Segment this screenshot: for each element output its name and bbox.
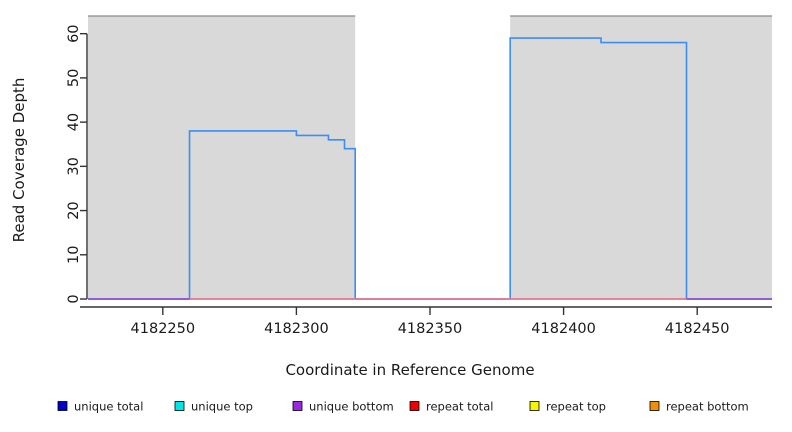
shaded-region-band (88, 16, 356, 299)
x-axis-title: Coordinate in Reference Genome (285, 361, 534, 379)
x-tick-label: 4182450 (665, 321, 730, 337)
y-tick-label: 0 (66, 294, 82, 303)
series-line (88, 37, 772, 300)
legend-swatch (529, 401, 540, 411)
legend-swatch (57, 401, 68, 411)
legend-label: unique total (74, 400, 143, 414)
y-axis-title: Read Coverage Depth (10, 78, 28, 243)
y-tick-label: 60 (66, 24, 82, 42)
y-tick-labels: 0 10 20 30 40 50 60 (66, 24, 82, 303)
legend-item[interactable]: unique top (174, 400, 253, 414)
shaded-regions (88, 16, 772, 299)
y-tick-label: 40 (66, 113, 82, 131)
legend-swatch (292, 401, 303, 411)
legend-swatch (174, 401, 185, 411)
legend-item[interactable]: unique bottom (292, 400, 394, 414)
chart-legend: unique total unique top unique bottom repea… (57, 400, 749, 414)
x-tick-label: 4182350 (398, 321, 463, 337)
x-tick-label: 4182300 (264, 321, 329, 337)
y-tick-label: 50 (66, 69, 82, 87)
legend-swatch (649, 401, 660, 411)
x-axis (80, 306, 772, 315)
legend-swatch (409, 401, 420, 411)
legend-label: repeat top (546, 400, 606, 414)
shaded-region-band (510, 16, 772, 299)
legend-label: unique bottom (309, 400, 394, 414)
x-tick-label: 4182250 (131, 321, 196, 337)
y-tick-label: 20 (66, 201, 82, 219)
x-tick-label: 4182400 (531, 321, 596, 337)
y-tick-label: 10 (66, 246, 82, 264)
legend-item[interactable]: unique total (57, 400, 143, 414)
x-tick-labels: 4182250 4182300 4182350 4182400 4182450 (131, 321, 730, 337)
data-series-layer (88, 37, 772, 300)
y-axis (80, 32, 88, 300)
y-tick-label: 30 (66, 157, 82, 175)
legend-item[interactable]: repeat bottom (649, 400, 749, 414)
legend-label: repeat total (426, 400, 493, 414)
legend-label: unique top (191, 400, 253, 414)
legend-item[interactable]: repeat total (409, 400, 493, 414)
legend-label: repeat bottom (666, 400, 749, 414)
legend-item[interactable]: repeat top (529, 400, 606, 414)
